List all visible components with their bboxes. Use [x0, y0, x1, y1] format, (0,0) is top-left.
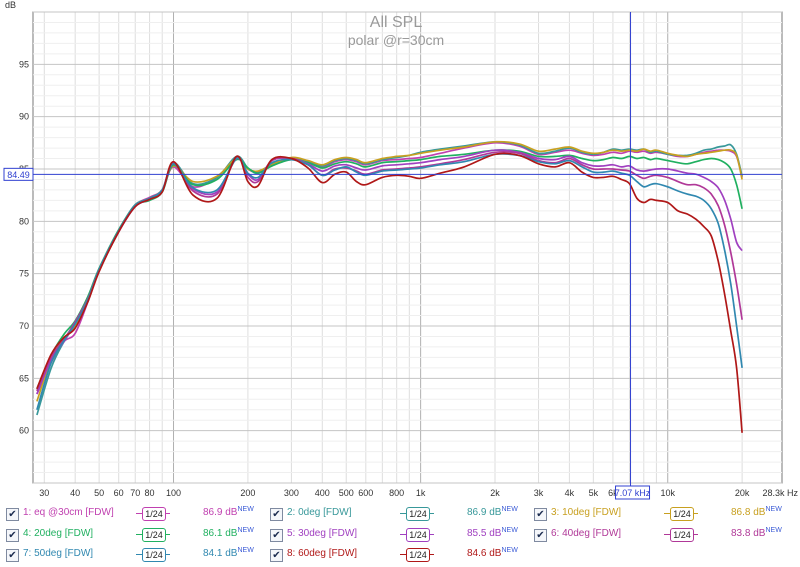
legend-panel: ✔ 1: eq @30cm [FDW] 1/24 86.9 dBNEW ✔ 2: 0deg…	[0, 500, 800, 567]
cursor-y-readout: 84.49	[7, 170, 30, 180]
x-tick-label: 60	[114, 488, 124, 498]
cursor-x-readout: 7.07 kHz	[615, 488, 651, 498]
plot-background	[33, 12, 782, 483]
legend-item-8: ✔ 8: 60deg [FDW] 1/24 84.6 dBNEW	[270, 547, 526, 565]
legend-item-2: ✔ 2: 0deg [FDW] 1/24 86.9 dBNEW	[270, 506, 526, 524]
x-tick-label: 30	[39, 488, 49, 498]
y-tick-label: 90	[19, 112, 29, 122]
new-tag: NEW	[765, 527, 781, 534]
smoothing-label: 1/24	[670, 507, 694, 521]
x-tick-label: 800	[389, 488, 404, 498]
x-tick-label: 20k	[735, 488, 750, 498]
x-tick-label: 300	[284, 488, 299, 498]
x-tick-label: 100	[166, 488, 181, 498]
x-tick-label: 2k	[490, 488, 500, 498]
legend-checkbox[interactable]: ✔	[534, 529, 547, 542]
legend-series-label: 2: 0deg [FDW]	[287, 507, 351, 518]
x-tick-label: 5k	[589, 488, 599, 498]
y-tick-label: 65	[19, 373, 29, 383]
smoothing-button[interactable]: 1/24	[136, 548, 170, 562]
y-axis-label: dB	[5, 0, 16, 10]
smoothing-label: 1/24	[406, 507, 430, 521]
x-tick-label: 1k	[416, 488, 426, 498]
legend-checkbox[interactable]: ✔	[270, 549, 283, 562]
legend-item-5: ✔ 5: 30deg [FDW] 1/24 85.5 dBNEW	[270, 527, 526, 545]
legend-checkbox[interactable]: ✔	[534, 508, 547, 521]
legend-series-label: 4: 20deg [FDW]	[23, 528, 93, 539]
smoothing-label: 1/24	[406, 528, 430, 542]
smoothing-label: 1/24	[670, 528, 694, 542]
legend-series-value: 85.5 dBNEW	[467, 528, 518, 539]
legend-series-label: 7: 50deg [FDW]	[23, 548, 93, 559]
frequency-response-chart: 6065707580859095dB3040506070801002003004…	[0, 0, 800, 500]
legend-series-value: 84.1 dBNEW	[203, 548, 254, 559]
new-tag: NEW	[237, 547, 253, 554]
legend-item-7: ✔ 7: 50deg [FDW] 1/24 84.1 dBNEW	[6, 547, 262, 565]
legend-series-value: 86.8 dBNEW	[731, 507, 782, 518]
smoothing-label: 1/24	[406, 548, 430, 562]
x-tick-label: 40	[70, 488, 80, 498]
y-tick-label: 95	[19, 59, 29, 69]
x-tick-label: 600	[358, 488, 373, 498]
new-tag: NEW	[501, 547, 517, 554]
new-tag: NEW	[237, 506, 253, 513]
y-tick-label: 60	[19, 426, 29, 436]
smoothing-button[interactable]: 1/24	[400, 548, 434, 562]
smoothing-label: 1/24	[142, 528, 166, 542]
y-tick-label: 80	[19, 216, 29, 226]
x-tick-label: 400	[315, 488, 330, 498]
new-tag: NEW	[501, 527, 517, 534]
legend-series-label: 3: 10deg [FDW]	[551, 507, 621, 518]
chart-title: All SPL	[370, 14, 423, 31]
smoothing-button[interactable]: 1/24	[664, 528, 698, 542]
chart-plot-area: 6065707580859095dB3040506070801002003004…	[0, 0, 800, 500]
legend-item-6: ✔ 6: 40deg [FDW] 1/24 83.8 dBNEW	[534, 527, 790, 545]
x-tick-label: 3k	[534, 488, 544, 498]
x-tick-label: 10k	[660, 488, 675, 498]
legend-checkbox[interactable]: ✔	[6, 549, 19, 562]
legend-checkbox[interactable]: ✔	[6, 529, 19, 542]
smoothing-label: 1/24	[142, 548, 166, 562]
y-tick-label: 75	[19, 269, 29, 279]
smoothing-button[interactable]: 1/24	[664, 507, 698, 521]
legend-series-label: 1: eq @30cm [FDW]	[23, 507, 114, 518]
legend-series-value: 86.9 dBNEW	[203, 507, 254, 518]
x-tick-label: 500	[339, 488, 354, 498]
smoothing-button[interactable]: 1/24	[136, 507, 170, 521]
legend-checkbox[interactable]: ✔	[270, 508, 283, 521]
legend-series-value: 84.6 dBNEW	[467, 548, 518, 559]
x-tick-label: 200	[240, 488, 255, 498]
legend-series-value: 86.9 dBNEW	[467, 507, 518, 518]
legend-item-4: ✔ 4: 20deg [FDW] 1/24 86.1 dBNEW	[6, 527, 262, 545]
new-tag: NEW	[501, 506, 517, 513]
chart-subtitle: polar @r=30cm	[348, 32, 444, 48]
x-tick-label: 80	[145, 488, 155, 498]
legend-checkbox[interactable]: ✔	[270, 529, 283, 542]
legend-series-value: 86.1 dBNEW	[203, 528, 254, 539]
new-tag: NEW	[237, 527, 253, 534]
legend-item-3: ✔ 3: 10deg [FDW] 1/24 86.8 dBNEW	[534, 506, 790, 524]
smoothing-button[interactable]: 1/24	[400, 507, 434, 521]
smoothing-button[interactable]: 1/24	[400, 528, 434, 542]
smoothing-label: 1/24	[142, 507, 166, 521]
x-tick-label: 50	[94, 488, 104, 498]
x-tick-label: 70	[130, 488, 140, 498]
x-tick-label: 28.3k Hz	[762, 488, 798, 498]
smoothing-button[interactable]: 1/24	[136, 528, 170, 542]
legend-series-label: 5: 30deg [FDW]	[287, 528, 357, 539]
legend-series-value: 83.8 dBNEW	[731, 528, 782, 539]
x-tick-label: 4k	[565, 488, 575, 498]
legend-item-1: ✔ 1: eq @30cm [FDW] 1/24 86.9 dBNEW	[6, 506, 262, 524]
legend-checkbox[interactable]: ✔	[6, 508, 19, 521]
new-tag: NEW	[765, 506, 781, 513]
y-tick-label: 70	[19, 321, 29, 331]
legend-series-label: 8: 60deg [FDW]	[287, 548, 357, 559]
legend-series-label: 6: 40deg [FDW]	[551, 528, 621, 539]
